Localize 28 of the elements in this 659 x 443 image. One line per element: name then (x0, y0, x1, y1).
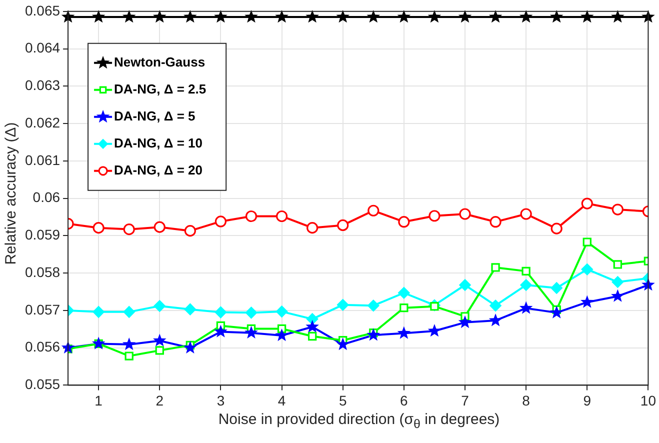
x-tick-label: 5 (338, 392, 347, 408)
y-tick-label: 0.065 (24, 2, 60, 18)
x-tick-label: 1 (94, 392, 103, 408)
y-tick-label: 0.058 (24, 264, 60, 280)
y-tick-label: 0.062 (24, 114, 60, 130)
legend-label: DA-NG, Δ = 2.5 (114, 81, 206, 96)
y-tick-label: 0.06 (32, 189, 60, 206)
x-axis-title: Noise in provided direction (σ$_{θ}$ in degrees) (217, 411, 501, 431)
y-tick-label: 0.061 (24, 152, 60, 168)
x-tick-label: 8 (522, 392, 530, 408)
y-tick-label: 0.064 (24, 40, 60, 56)
x-tick-label: 3 (216, 392, 225, 408)
legend-label: DA-NG, Δ = 10 (114, 135, 202, 150)
x-tick-label: 6 (400, 392, 408, 408)
x-tick-label: 4 (278, 392, 286, 408)
y-tick-label: 0.055 (24, 376, 60, 392)
x-tick-label: 7 (461, 392, 470, 408)
y-tick-label: 0.056 (24, 338, 60, 355)
x-tick-label: 10 (640, 392, 656, 408)
legend-label: Newton-Gauss (114, 54, 206, 70)
legend-label: DA-NG, Δ = 5 (114, 108, 196, 124)
x-tick-label: 2 (156, 392, 164, 408)
y-tick-label: 0.059 (24, 226, 60, 243)
y-axis-title: Relative accuracy (Δ) (2, 121, 20, 267)
y-tick-label: 0.057 (24, 301, 60, 318)
legend-label: DA-NG, Δ = 20 (114, 162, 202, 178)
x-tick-label: 9 (583, 392, 592, 408)
y-tick-label: 0.063 (24, 77, 60, 94)
